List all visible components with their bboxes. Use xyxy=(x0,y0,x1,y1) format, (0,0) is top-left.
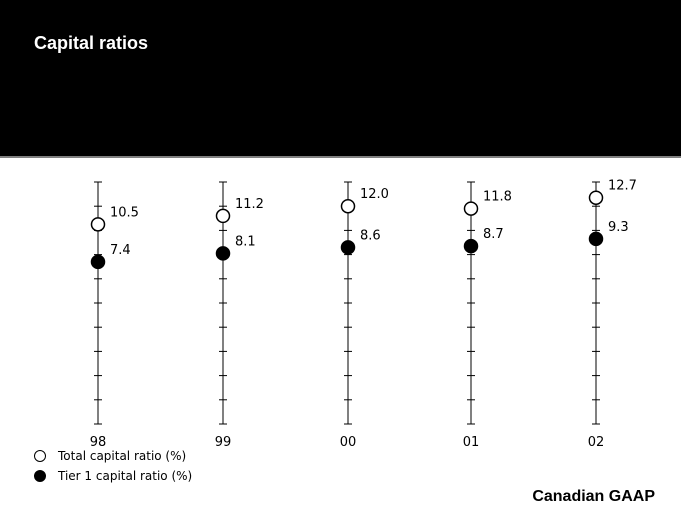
tier1-point xyxy=(340,240,356,255)
x-tick-label: 99 xyxy=(215,435,232,450)
chart-title: Capital ratios xyxy=(34,33,149,53)
data-label: 10.5 xyxy=(110,205,139,220)
legend-item-total: Total capital ratio (%) xyxy=(34,446,192,466)
accounting-basis-label: Canadian GAAP xyxy=(532,488,655,505)
x-tick-label: 01 xyxy=(463,435,480,450)
tier1-point xyxy=(463,238,479,254)
total-capital-point xyxy=(215,208,231,224)
total-capital-point xyxy=(90,217,106,232)
data-label: 11.8 xyxy=(483,190,512,205)
data-label: 8.7 xyxy=(483,227,504,242)
filled-circle-icon xyxy=(34,470,46,482)
data-label: 12.0 xyxy=(360,187,389,202)
x-tick-label: 02 xyxy=(588,435,605,450)
title-banner: Capital ratios xyxy=(0,0,681,156)
total-capital-point xyxy=(588,190,604,205)
total-capital-point xyxy=(340,198,356,214)
x-tick-label: 98 xyxy=(90,435,107,450)
legend-item-tier1: Tier 1 capital ratio (%) xyxy=(34,466,192,486)
legend-label-total: Total capital ratio (%) xyxy=(58,449,187,463)
data-label: 8.1 xyxy=(235,234,256,249)
data-label: 7.4 xyxy=(110,243,131,258)
tier1-point xyxy=(588,231,604,247)
open-circle-icon xyxy=(34,450,46,462)
total-capital-point xyxy=(463,201,479,216)
x-tick-label: 00 xyxy=(340,435,357,450)
data-label: 9.3 xyxy=(608,220,629,235)
data-label: 11.2 xyxy=(235,197,264,212)
data-label: 12.7 xyxy=(608,179,637,194)
tier1-point xyxy=(215,246,231,261)
tier1-point xyxy=(90,254,106,270)
legend: Total capital ratio (%) Tier 1 capital r… xyxy=(34,446,192,486)
data-label: 8.6 xyxy=(360,228,381,243)
legend-label-tier1: Tier 1 capital ratio (%) xyxy=(58,469,193,483)
